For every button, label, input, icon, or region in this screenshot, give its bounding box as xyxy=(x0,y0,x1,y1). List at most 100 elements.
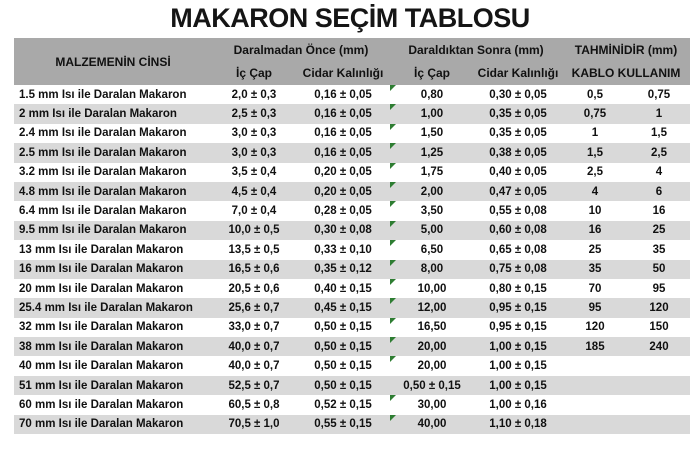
cable-usage-min-cell: 70 xyxy=(588,282,602,295)
green-triangle-icon xyxy=(390,317,396,324)
after-wall-thickness-cell: 1,00 ± 0,15 xyxy=(489,360,547,373)
material-cell: 51 mm Isı ile Daralan Makaron xyxy=(19,379,184,392)
cable-usage-min-cell xyxy=(562,415,628,434)
before-inner-diameter-cell: 70,5 ± 1,0 xyxy=(228,418,280,431)
after-inner-diameter-cell: 1,75 xyxy=(390,162,474,182)
after-wall-thickness-cell: 0,30 ± 0,05 xyxy=(489,88,547,101)
after-inner-diameter-cell: 3,50 xyxy=(390,201,474,220)
material-cell: 2.5 mm Isı ile Daralan Makaron xyxy=(19,146,187,159)
before-inner-diameter-cell: 33,0 ± 0,7 xyxy=(228,321,280,334)
cable-usage-max-cell: 1,5 xyxy=(651,127,667,140)
before-wall-thickness-cell: 0,50 ± 0,15 xyxy=(314,321,372,334)
table-row: 4.8 mm Isı ile Daralan Makaron 4,5 ± 0,4… xyxy=(14,181,690,202)
after-inner-diameter-cell: 0,80 xyxy=(390,85,474,104)
green-triangle-icon xyxy=(390,298,396,305)
table-row: 40 mm Isı ile Daralan Makaron 40,0 ± 0,7… xyxy=(14,356,690,375)
table-row: 32 mm Isı ile Daralan Makaron 33,0 ± 0,7… xyxy=(14,317,690,337)
cable-usage-max-cell: 150 xyxy=(649,321,669,334)
after-wall-thickness-cell: 0,60 ± 0,08 xyxy=(489,224,547,237)
before-inner-diameter-cell: 2,0 ± 0,3 xyxy=(231,88,277,101)
cable-usage-max-cell xyxy=(628,415,690,434)
after-wall-thickness-cell: 0,95 ± 0,15 xyxy=(489,321,547,334)
before-inner-diameter-cell: 60,5 ± 0,8 xyxy=(228,398,280,411)
green-triangle-icon xyxy=(390,278,396,285)
after-inner-diameter-cell: 1,50 xyxy=(390,123,474,143)
green-triangle-icon xyxy=(390,337,396,344)
after-inner-diameter-value: 40,00 xyxy=(417,418,447,431)
table-row: 2.4 mm Isı ile Daralan Makaron 3,0 ± 0,3… xyxy=(14,123,690,143)
material-cell: 38 mm Isı ile Daralan Makaron xyxy=(19,340,184,353)
header-before-wall-thickness: Cidar Kalınlığı xyxy=(302,66,384,81)
before-wall-thickness-cell: 0,20 ± 0,05 xyxy=(314,166,372,179)
green-triangle-icon xyxy=(390,162,396,169)
after-inner-diameter-cell: 30,00 xyxy=(390,395,474,414)
after-wall-thickness-cell: 0,47 ± 0,05 xyxy=(489,185,547,198)
material-cell: 2.4 mm Isı ile Daralan Makaron xyxy=(19,127,187,140)
after-inner-diameter-cell: 20,00 xyxy=(390,356,474,375)
cable-usage-max-cell xyxy=(628,395,690,414)
table-row: 51 mm Isı ile Daralan Makaron 52,5 ± 0,7… xyxy=(14,375,690,396)
table-row: 2 mm Isı ile Daralan Makaron 2,5 ± 0,3 0… xyxy=(14,104,690,124)
before-inner-diameter-cell: 20,5 ± 0,6 xyxy=(228,282,280,295)
table-row: 6.4 mm Isı ile Daralan Makaron 7,0 ± 0,4… xyxy=(14,201,690,220)
before-wall-thickness-cell: 0,16 ± 0,05 xyxy=(314,108,372,121)
after-inner-diameter-cell: 16,50 xyxy=(390,317,474,337)
header-material: MALZEMENİN CİNSİ xyxy=(55,54,171,69)
table-row: 9.5 mm Isı ile Daralan Makaron 10,0 ± 0,… xyxy=(14,220,690,241)
header-after-wall-thickness: Cidar Kalınlığı xyxy=(477,66,559,81)
green-triangle-icon xyxy=(390,104,396,111)
cable-usage-max-cell: 95 xyxy=(652,282,666,295)
after-wall-thickness-cell: 0,75 ± 0,08 xyxy=(489,263,547,276)
cable-usage-min-cell: 10 xyxy=(588,205,602,218)
material-cell: 13 mm Isı ile Daralan Makaron xyxy=(19,243,184,256)
cable-usage-min-cell: 4 xyxy=(591,185,599,198)
after-wall-thickness-cell: 1,00 ± 0,16 xyxy=(489,398,547,411)
before-inner-diameter-cell: 2,5 ± 0,3 xyxy=(231,108,277,121)
green-triangle-icon xyxy=(390,356,396,363)
after-inner-diameter-value: 1,00 xyxy=(420,108,444,121)
cable-usage-max-cell xyxy=(628,376,690,395)
cable-usage-max-cell: 25 xyxy=(652,224,666,237)
after-wall-thickness-cell: 0,55 ± 0,08 xyxy=(489,205,547,218)
cable-usage-max-cell: 0,75 xyxy=(647,88,671,101)
cable-usage-min-cell: 0,5 xyxy=(587,88,603,101)
material-cell: 1.5 mm Isı ile Daralan Makaron xyxy=(19,88,187,101)
before-inner-diameter-cell: 10,0 ± 0,5 xyxy=(228,224,280,237)
after-wall-thickness-cell: 0,65 ± 0,08 xyxy=(489,243,547,256)
table-body: 1.5 mm Isı ile Daralan Makaron 2,0 ± 0,3… xyxy=(14,85,690,435)
after-inner-diameter-value: 2,00 xyxy=(420,185,444,198)
cable-usage-max-cell xyxy=(628,356,690,375)
cable-usage-max-cell: 1 xyxy=(655,108,663,121)
green-triangle-icon xyxy=(390,414,396,421)
material-cell: 6.4 mm Isı ile Daralan Makaron xyxy=(19,205,187,218)
after-inner-diameter-value: 20,00 xyxy=(417,360,447,373)
table-row: 16 mm Isı ile Daralan Makaron 16,5 ± 0,6… xyxy=(14,259,690,279)
cable-usage-min-cell xyxy=(562,395,628,414)
cable-usage-min-cell xyxy=(562,356,628,375)
cable-usage-min-cell: 95 xyxy=(588,301,602,314)
cable-usage-max-cell: 2,5 xyxy=(651,146,667,159)
before-wall-thickness-cell: 0,35 ± 0,12 xyxy=(314,263,372,276)
after-inner-diameter-value: 16,50 xyxy=(417,321,447,334)
after-wall-thickness-cell: 1,00 ± 0,15 xyxy=(489,340,547,353)
table-row: 25.4 mm Isı ile Daralan Makaron 25,6 ± 0… xyxy=(14,298,690,318)
after-inner-diameter-value: 1,75 xyxy=(420,166,444,179)
before-wall-thickness-cell: 0,45 ± 0,15 xyxy=(314,301,372,314)
green-triangle-icon xyxy=(390,181,396,188)
cable-usage-min-cell: 2,5 xyxy=(587,166,603,179)
before-inner-diameter-cell: 4,5 ± 0,4 xyxy=(231,185,277,198)
cable-usage-max-cell: 16 xyxy=(652,205,666,218)
after-wall-thickness-cell: 0,35 ± 0,05 xyxy=(489,127,547,140)
cable-usage-max-cell: 50 xyxy=(652,263,666,276)
table-header: MALZEMENİN CİNSİ Daralmadan Önce (mm) Da… xyxy=(14,38,690,85)
after-wall-thickness-cell: 1,10 ± 0,18 xyxy=(489,418,547,431)
before-inner-diameter-cell: 25,6 ± 0,7 xyxy=(228,301,280,314)
before-wall-thickness-cell: 0,50 ± 0,15 xyxy=(314,340,372,353)
after-inner-diameter-cell: 40,00 xyxy=(390,414,474,434)
cable-usage-max-cell: 4 xyxy=(655,166,663,179)
green-triangle-icon xyxy=(390,220,396,227)
material-cell: 40 mm Isı ile Daralan Makaron xyxy=(19,360,184,373)
after-wall-thickness-cell: 0,40 ± 0,05 xyxy=(489,166,547,179)
material-cell: 32 mm Isı ile Daralan Makaron xyxy=(19,321,184,334)
table-row: 2.5 mm Isı ile Daralan Makaron 3,0 ± 0,3… xyxy=(14,143,690,163)
